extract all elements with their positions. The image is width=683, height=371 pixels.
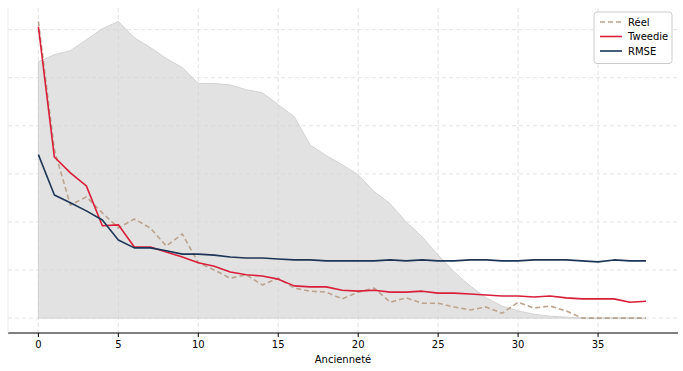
x-tick-label: 20: [352, 339, 365, 350]
x-tick-label: 25: [432, 339, 445, 350]
legend-box: [594, 12, 672, 64]
chart: 0 5 10 15 20 25 30 35 Ancienneté Réel Tweedie RMSE: [0, 0, 683, 371]
x-tick-label: 15: [272, 339, 285, 350]
x-tick: [518, 333, 519, 337]
x-tick: [198, 333, 199, 337]
x-tick-label: 10: [192, 339, 205, 350]
line-series: [38, 27, 646, 302]
x-axis-label: Ancienneté: [315, 354, 372, 365]
x-tick-label: 30: [512, 339, 525, 350]
legend-swatch: [600, 50, 622, 52]
x-grid-line: [518, 8, 519, 333]
axes: 0 5 10 15 20 25 30 35: [8, 8, 678, 350]
y-axis-line: [8, 8, 9, 333]
legend-label: RMSE: [628, 46, 656, 57]
x-tick: [438, 333, 439, 337]
x-tick: [118, 333, 119, 337]
legend-label: Tweedie: [627, 31, 668, 42]
plot-data: [38, 21, 646, 318]
x-tick: [278, 333, 279, 337]
line-series: [38, 155, 646, 262]
legend-label: Réel: [628, 17, 650, 28]
x-tick-label: 0: [35, 339, 41, 350]
legend-swatch: [600, 21, 622, 23]
grid: [8, 8, 678, 333]
x-tick: [358, 333, 359, 337]
line-series: [38, 21, 646, 318]
area-series: [38, 21, 646, 318]
x-tick: [38, 333, 39, 337]
x-axis-line: [8, 333, 678, 334]
legend-swatch: [600, 36, 622, 38]
legend: Réel Tweedie RMSE: [594, 12, 672, 64]
x-tick-label: 35: [592, 339, 605, 350]
x-tick-label: 5: [115, 339, 121, 350]
x-tick: [598, 333, 599, 337]
